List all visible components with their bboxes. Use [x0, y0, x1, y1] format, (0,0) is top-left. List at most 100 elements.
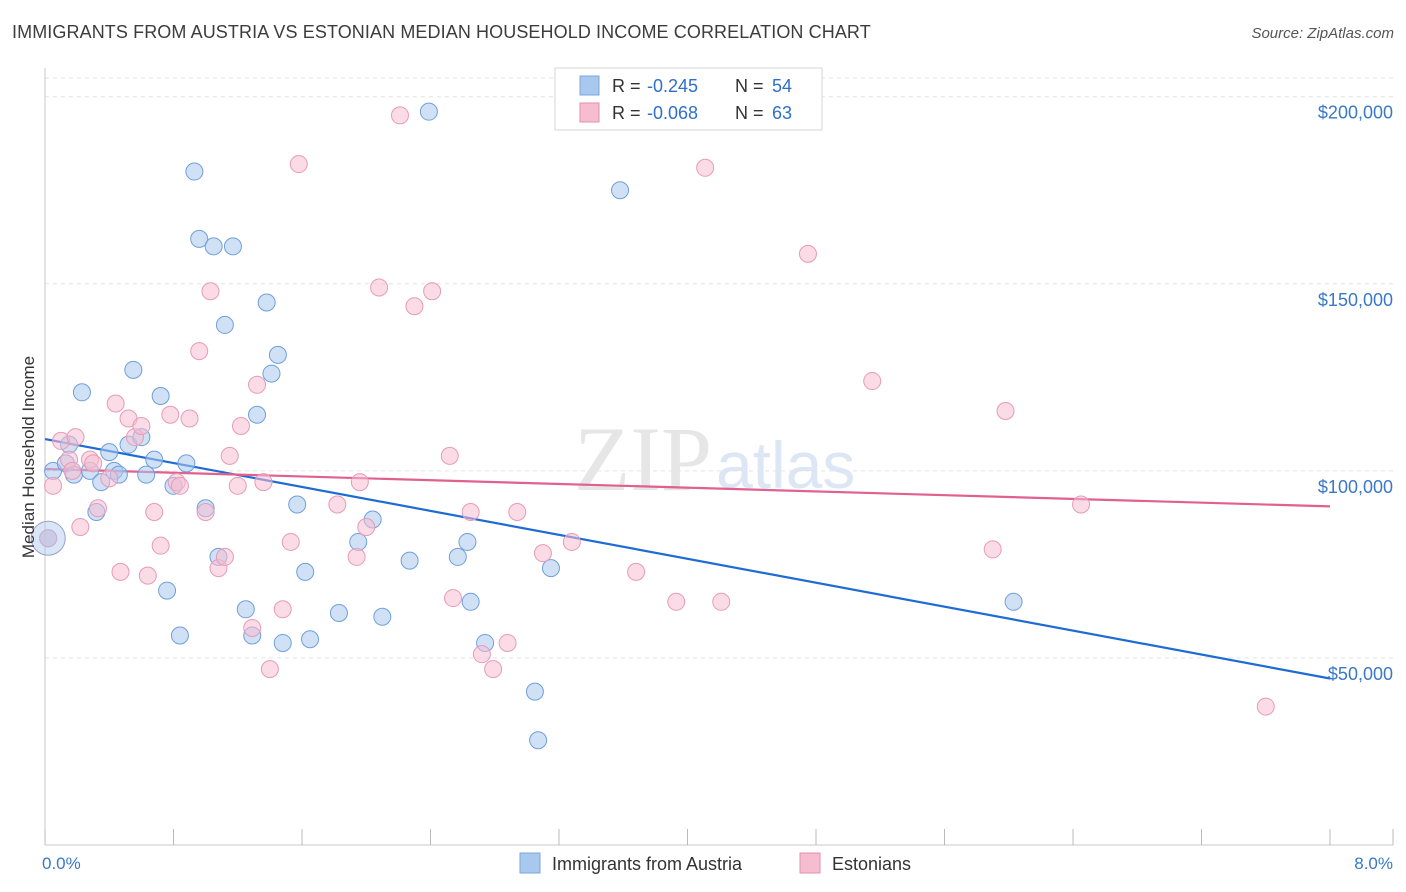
estonian-point: [443, 589, 462, 608]
estonian-point: [983, 540, 1002, 559]
estonian-point: [151, 536, 170, 555]
legend-n-value-blue: 54: [772, 76, 792, 96]
austria-point: [458, 532, 477, 551]
austria-point: [288, 495, 307, 514]
estonian-point: [405, 297, 424, 316]
estonian-point: [44, 476, 63, 495]
austria-point: [145, 450, 164, 469]
legend-swatch-blue: [579, 75, 600, 96]
austria-point: [137, 465, 156, 484]
legend-r-label-blue: R =: [612, 76, 641, 96]
series-legend: Immigrants from Austria Estonians: [519, 852, 911, 874]
estonian-point: [71, 517, 90, 536]
estonian-point: [461, 503, 480, 522]
austria-point: [204, 237, 223, 256]
y-tick-label: $200,000: [1318, 103, 1393, 123]
austria-point: [190, 229, 209, 248]
gridlines: [45, 77, 1393, 659]
bottom-legend-label-pink[interactable]: Estonians: [832, 854, 911, 874]
legend-n-label-pink: N =: [735, 103, 764, 123]
estonian-point: [63, 461, 82, 480]
austria-point: [400, 551, 419, 570]
estonian-point: [863, 372, 882, 391]
austria-point: [248, 405, 267, 424]
austria-point: [100, 443, 119, 462]
austria-point: [529, 731, 548, 750]
estonian-point: [390, 106, 409, 125]
austria-point: [185, 162, 204, 181]
estonian-point: [260, 660, 279, 679]
watermark-zip: ZIP: [574, 408, 712, 510]
austria-point: [257, 293, 276, 312]
estonian-point: [350, 473, 369, 492]
estonian-point: [440, 446, 459, 465]
austria-point: [525, 682, 544, 701]
y-tick-label: $50,000: [1328, 664, 1393, 684]
austria-point: [296, 562, 315, 581]
austria-point: [170, 626, 189, 645]
estonian-point: [347, 547, 366, 566]
legend-n-value-pink: 63: [772, 103, 792, 123]
estonian-point: [132, 416, 151, 435]
austria-point: [611, 181, 630, 200]
estonian-point: [484, 660, 503, 679]
austria-point: [301, 630, 320, 649]
austria-point: [273, 633, 292, 652]
x-tick-label-min: 0.0%: [42, 854, 81, 873]
estonian-point: [508, 503, 527, 522]
estonian-point: [161, 405, 180, 424]
estonian-point: [215, 547, 234, 566]
x-tick-label-max: 8.0%: [1354, 854, 1393, 873]
bottom-legend-label-blue[interactable]: Immigrants from Austria: [552, 854, 743, 874]
estonian-point: [996, 401, 1015, 420]
estonian-point: [89, 499, 108, 518]
estonian-point: [39, 529, 58, 548]
axes: [44, 68, 1394, 846]
correlation-legend: R = -0.245 N = 54 R = -0.068 N = 63: [554, 67, 823, 131]
austria-point: [268, 345, 287, 364]
estonian-point: [248, 375, 267, 394]
y-tick-labels: $50,000 $100,000 $150,000 $200,000: [1318, 103, 1393, 684]
scatter-points: [30, 102, 1275, 750]
estonian-point: [328, 495, 347, 514]
austria-point: [236, 600, 255, 619]
estonian-point: [667, 592, 686, 611]
austria-point: [262, 364, 281, 383]
estonian-point: [180, 409, 199, 428]
austria-point: [1004, 592, 1023, 611]
estonian-point: [798, 244, 817, 263]
bottom-legend-swatch-blue[interactable]: [519, 852, 541, 874]
estonian-point: [201, 282, 220, 301]
bottom-legend-swatch-pink[interactable]: [799, 852, 821, 874]
estonian-point: [254, 473, 273, 492]
austria-point: [177, 454, 196, 473]
austria-point: [541, 559, 560, 578]
legend-r-value-pink: -0.068: [647, 103, 698, 123]
estonian-point: [472, 645, 491, 664]
estonian-point: [712, 592, 731, 611]
source-label: Source: ZipAtlas.com: [1251, 25, 1394, 42]
estonian-point: [498, 633, 517, 652]
austria-point: [448, 547, 467, 566]
y-axis-label: Median Household Income: [19, 356, 38, 558]
estonian-point: [145, 503, 164, 522]
estonian-point: [281, 532, 300, 551]
estonian-point: [1256, 697, 1275, 716]
austria-point: [329, 604, 348, 623]
estonian-point: [111, 562, 130, 581]
estonian-point: [1072, 495, 1091, 514]
austria-point: [215, 315, 234, 334]
estonian-point: [138, 566, 157, 585]
estonian-point: [357, 517, 376, 536]
legend-r-value-blue: -0.245: [647, 76, 698, 96]
austria-point: [158, 581, 177, 600]
estonian-point: [696, 158, 715, 177]
watermark: ZIP atlas: [574, 408, 855, 510]
estonian-point: [243, 618, 262, 637]
estonian-point: [220, 446, 239, 465]
estonian-point: [273, 600, 292, 619]
estonian-point: [289, 155, 308, 174]
y-tick-label: $150,000: [1318, 290, 1393, 310]
austria-point: [373, 607, 392, 626]
